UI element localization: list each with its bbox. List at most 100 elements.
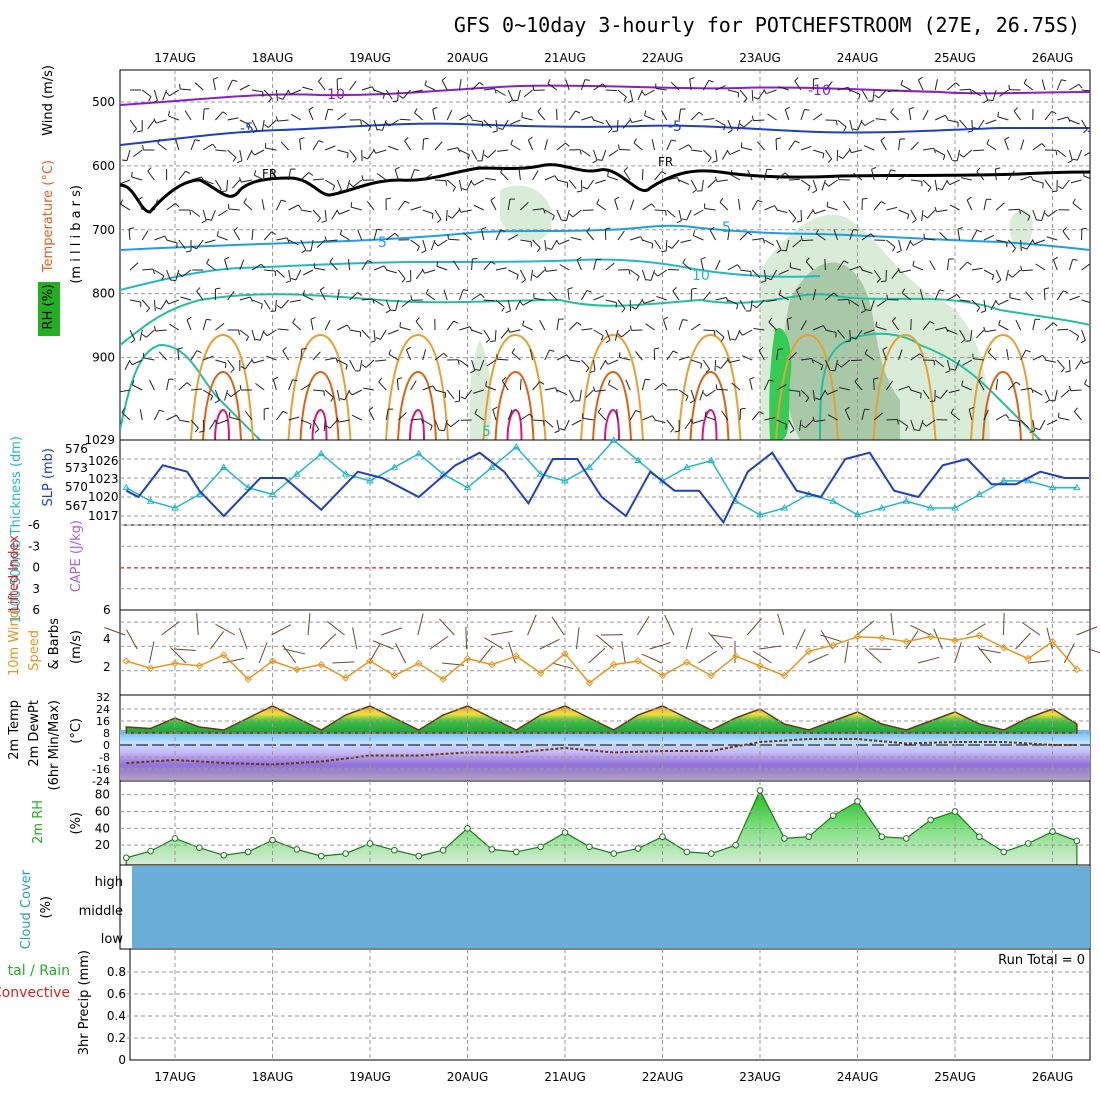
thickness-point [268, 490, 277, 497]
thickness-point [146, 497, 155, 504]
wind-barb [947, 329, 958, 335]
wind-barb [763, 379, 770, 391]
wind-barb [1069, 329, 1079, 337]
temp-tick: -24 [92, 775, 110, 788]
thickness-point [853, 510, 862, 518]
wind-barb-flag [1072, 258, 1078, 261]
wind-barb-10m [710, 634, 733, 639]
wind-barb [751, 411, 760, 421]
chart-title: GFS 0~10day 3-hourly for POTCHEFSTROOM (… [454, 13, 1080, 37]
wind-barb-flag [576, 190, 582, 193]
wind-barb-flag [716, 365, 721, 369]
wind-barb [1041, 79, 1046, 91]
wind-barb [436, 265, 448, 271]
wind-barb-flag [232, 157, 237, 162]
wind-barb-flag [758, 346, 764, 351]
wind-barb [300, 239, 307, 251]
wind-barb-flag [851, 336, 857, 340]
wind-barb [605, 119, 613, 130]
wind-barb [471, 359, 476, 371]
wind-barb [458, 79, 462, 91]
wind-barb-flag [627, 100, 633, 104]
wind-barb [507, 89, 513, 101]
wind-barb-flag [291, 278, 297, 281]
wind-barb-flag [1044, 212, 1049, 217]
wind-barb-flag [388, 349, 392, 355]
wind-barb [935, 326, 946, 331]
thickness-point [1072, 483, 1081, 491]
wind-barb [749, 379, 753, 391]
wind-barb [969, 329, 973, 341]
wind-barb [581, 149, 591, 157]
wind-barb [209, 419, 216, 430]
wind-barb [385, 89, 393, 100]
wind-barb [268, 119, 277, 128]
wind-barb [556, 389, 568, 396]
wind-barb [1094, 90, 1100, 98]
wind-barb [617, 89, 627, 98]
wind-barb-flag [691, 287, 697, 290]
wind-barb [996, 239, 1008, 243]
wind-barb [507, 409, 513, 421]
wind-barb [483, 299, 495, 302]
warm-isotherm-25 [409, 408, 425, 440]
wind-barb-10m [283, 648, 306, 655]
wind-speed-point [780, 671, 789, 680]
wind-barb [837, 119, 847, 128]
wind-barb [486, 359, 497, 367]
contour-label: FR [262, 167, 277, 181]
wind-barb [693, 235, 704, 241]
wind-barb [1068, 359, 1071, 372]
warm-isotherm-25 [701, 408, 718, 440]
wind-barb-flag [170, 279, 176, 282]
wind-barb [385, 409, 389, 421]
wind-barb-flag [976, 229, 982, 233]
wind-barb [656, 295, 667, 301]
wind-barb [487, 149, 497, 159]
wind-barb [373, 89, 385, 95]
wind-barb-flag [536, 247, 541, 253]
wind-barb [1044, 179, 1052, 190]
wind-barb [1074, 411, 1082, 421]
wind-barb [925, 419, 936, 427]
wind-barb-10m [222, 657, 245, 664]
wind-barb [961, 385, 972, 391]
wind-tick: 4 [103, 632, 111, 646]
wind-barb [973, 358, 985, 361]
wind-barb-flag [273, 376, 279, 380]
wind-barb [861, 269, 873, 274]
wind-barb [861, 409, 865, 421]
wind-barb-flag [475, 368, 481, 371]
wind-barb-10m [417, 613, 424, 636]
wind-barb [770, 269, 778, 280]
wind-barb-flag [966, 196, 972, 201]
wind-barb-flag [159, 409, 165, 413]
wind-barb [349, 359, 356, 371]
rh-shading [469, 185, 1033, 440]
wind-barb-flag [875, 321, 878, 327]
wind-barb [788, 178, 800, 181]
wind-barb-flag [702, 392, 707, 397]
wind-barb-flag [607, 171, 609, 177]
wind-barb [766, 89, 777, 95]
wind-barb [517, 89, 521, 101]
wind-barb [203, 355, 214, 361]
wind-barb-flag [349, 183, 354, 188]
wind-barb-flag [617, 333, 622, 338]
wind-barb [837, 86, 849, 91]
rh-point [196, 844, 203, 851]
wind-barb [495, 229, 502, 241]
wind-barb-flag [263, 331, 268, 337]
rh-point [366, 840, 374, 847]
wind-barb [596, 203, 607, 211]
wind-barb-flag [245, 336, 250, 342]
wind-barb [556, 142, 566, 151]
wind-barb [539, 320, 546, 331]
wind-barb [251, 89, 263, 93]
wind-barb [1056, 149, 1067, 158]
wind-barb [224, 389, 229, 401]
wind-barb [490, 200, 497, 211]
wind-barb [885, 169, 892, 181]
isotherm-10 [120, 258, 821, 291]
wind-barb [190, 176, 202, 181]
